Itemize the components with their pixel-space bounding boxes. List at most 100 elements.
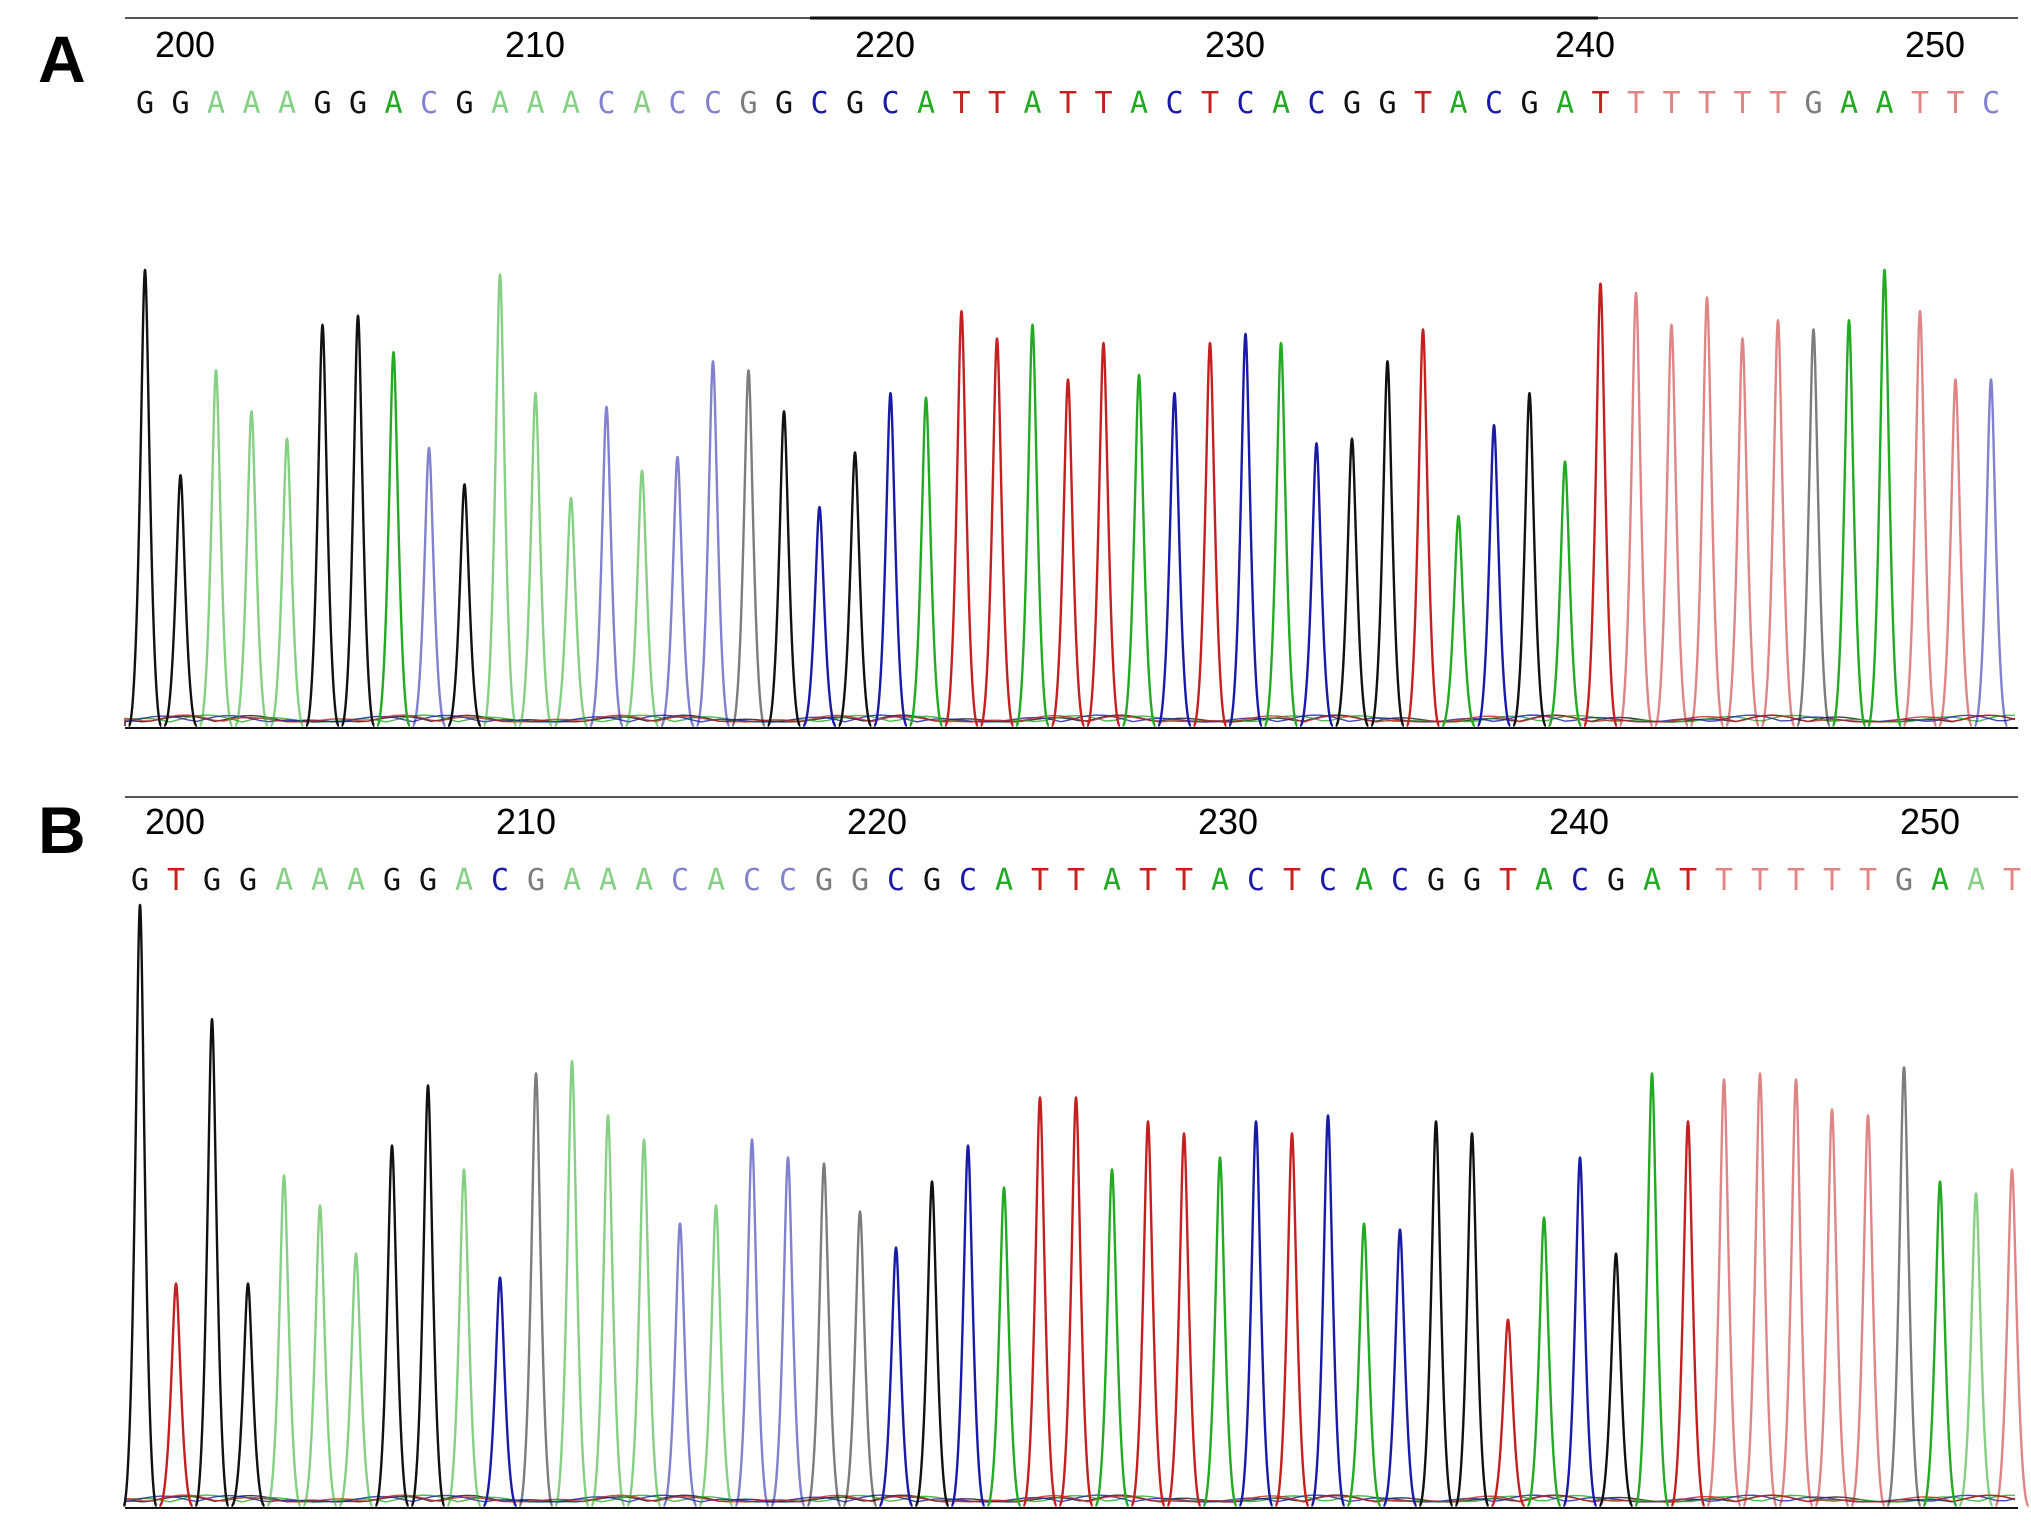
base-call-b-44: T (1715, 863, 1733, 898)
peak-b-11 (518, 1072, 554, 1508)
peak-b-31 (1238, 1120, 1274, 1508)
peak-b-25 (1022, 1096, 1058, 1508)
base-call-b-29: T (1175, 863, 1193, 898)
noise-trace-b-C (124, 1494, 2016, 1506)
base-call-b-17: C (743, 863, 761, 898)
peak-a-14 (624, 469, 660, 728)
base-call-b-25: T (1031, 863, 1049, 898)
position-tick-a-4: 240 (1555, 24, 1615, 65)
base-call-a-18: G (775, 86, 793, 121)
base-call-b-45: T (1751, 863, 1769, 898)
base-call-b-16: A (707, 863, 725, 898)
peak-b-48 (1850, 1114, 1886, 1508)
position-tick-a-2: 220 (855, 24, 915, 65)
base-call-b-3: G (239, 863, 257, 898)
panel-label-b: B (38, 793, 86, 867)
peak-a-6 (340, 314, 376, 728)
position-tick-a-5: 250 (1905, 24, 1965, 65)
base-call-a-23: T (952, 86, 970, 121)
peak-a-51 (1938, 378, 1973, 728)
peak-b-15 (662, 1222, 698, 1508)
peak-b-26 (1058, 1096, 1094, 1508)
peak-b-13 (590, 1114, 626, 1508)
peak-a-19 (802, 505, 837, 728)
base-call-b-35: C (1391, 863, 1409, 898)
peak-b-19 (806, 1162, 842, 1508)
peak-b-6 (338, 1252, 374, 1508)
peak-a-39 (1512, 391, 1547, 728)
base-call-a-51: T (1946, 86, 1964, 121)
base-call-a-49: A (1875, 86, 1893, 121)
peak-b-0 (122, 903, 158, 1508)
base-call-b-51: A (1967, 863, 1985, 898)
base-call-a-52: C (1982, 86, 2000, 121)
base-call-b-20: G (851, 863, 869, 898)
peak-b-36 (1418, 1120, 1454, 1508)
peak-a-42 (1618, 291, 1654, 728)
base-call-b-48: T (1859, 863, 1877, 898)
peak-b-20 (842, 1210, 878, 1508)
base-call-a-36: T (1414, 86, 1432, 121)
base-call-b-30: A (1211, 863, 1229, 898)
peak-b-16 (698, 1204, 734, 1508)
base-call-a-12: A (562, 86, 580, 121)
peak-a-27 (1086, 341, 1121, 728)
baseline-noise-a (124, 714, 2016, 726)
base-call-a-27: T (1094, 86, 1112, 121)
base-call-b-12: A (563, 863, 581, 898)
peak-a-38 (1476, 423, 1512, 728)
trace-peaks-a (127, 268, 2009, 728)
base-call-a-16: C (704, 86, 722, 121)
peak-a-28 (1121, 373, 1157, 728)
base-call-b-24: A (995, 863, 1013, 898)
peak-a-24 (979, 337, 1015, 728)
base-call-a-11: A (526, 86, 544, 121)
position-ticks-b: 200 210 220 230 240 250 (145, 801, 1960, 842)
base-call-a-14: A (633, 86, 651, 121)
peak-b-9 (446, 1168, 482, 1508)
position-tick-a-1: 210 (505, 24, 565, 65)
peak-b-30 (1202, 1156, 1238, 1508)
peak-b-38 (1490, 1318, 1526, 1508)
base-call-b-36: G (1427, 863, 1445, 898)
peak-a-11 (518, 391, 553, 728)
peak-b-49 (1886, 1066, 1922, 1508)
base-call-b-52: T (2003, 863, 2021, 898)
peak-b-40 (1562, 1156, 1598, 1508)
position-tick-b-5: 250 (1900, 801, 1960, 842)
base-call-a-9: G (455, 86, 473, 121)
position-tick-a-3: 230 (1205, 24, 1265, 65)
peak-b-32 (1274, 1132, 1310, 1508)
baseline-noise-b (124, 1494, 2016, 1506)
base-call-a-26: T (1059, 86, 1077, 121)
peak-a-52 (1973, 378, 2009, 728)
base-call-b-22: G (923, 863, 941, 898)
peak-b-42 (1634, 1072, 1670, 1508)
peak-b-44 (1706, 1078, 1742, 1508)
peak-b-23 (950, 1144, 986, 1508)
peak-a-47 (1796, 328, 1831, 728)
base-call-b-4: A (275, 863, 293, 898)
base-call-b-39: A (1535, 863, 1553, 898)
peak-b-18 (770, 1156, 806, 1508)
base-call-a-29: C (1165, 86, 1183, 121)
peak-a-36 (1405, 328, 1441, 728)
peak-b-24 (986, 1186, 1022, 1508)
peak-b-4 (266, 1174, 302, 1508)
peak-b-12 (554, 1060, 590, 1508)
peak-b-33 (1310, 1114, 1346, 1508)
base-call-b-42: A (1643, 863, 1661, 898)
position-tick-b-3: 230 (1198, 801, 1258, 842)
peak-a-3 (234, 410, 269, 728)
peak-a-8 (411, 446, 447, 728)
base-call-b-15: C (671, 863, 689, 898)
base-call-b-50: A (1931, 863, 1949, 898)
base-call-a-30: T (1201, 86, 1219, 121)
peak-a-33 (1299, 442, 1334, 728)
base-call-a-48: A (1840, 86, 1858, 121)
peak-a-31 (1228, 332, 1263, 728)
base-call-b-23: C (959, 863, 977, 898)
base-call-b-11: G (527, 863, 545, 898)
